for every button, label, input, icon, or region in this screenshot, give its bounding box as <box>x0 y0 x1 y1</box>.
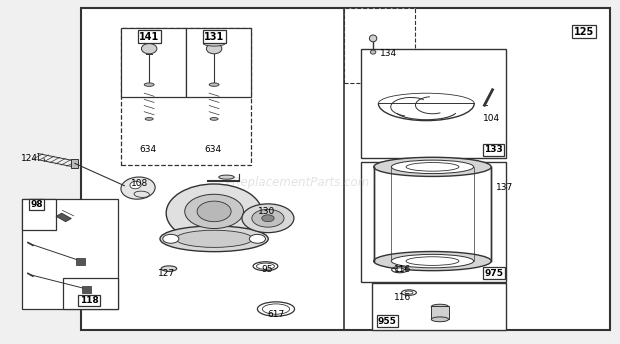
Bar <box>76 258 85 265</box>
Bar <box>81 8 610 330</box>
Ellipse shape <box>197 201 231 222</box>
Ellipse shape <box>370 50 376 54</box>
Bar <box>56 213 71 222</box>
Text: 955: 955 <box>378 316 397 325</box>
Ellipse shape <box>405 291 413 294</box>
Bar <box>22 200 56 230</box>
Text: 141: 141 <box>139 32 159 42</box>
Bar <box>361 49 506 158</box>
Ellipse shape <box>209 83 219 86</box>
Ellipse shape <box>391 254 474 268</box>
Text: 108: 108 <box>131 180 149 189</box>
Ellipse shape <box>396 268 404 271</box>
Text: 617: 617 <box>267 310 285 319</box>
Ellipse shape <box>432 317 448 322</box>
Text: 98: 98 <box>30 200 43 209</box>
Ellipse shape <box>262 304 290 314</box>
Ellipse shape <box>406 163 459 171</box>
Circle shape <box>249 234 265 243</box>
Ellipse shape <box>391 160 474 174</box>
Ellipse shape <box>210 118 218 120</box>
Bar <box>122 28 186 97</box>
Ellipse shape <box>144 83 154 86</box>
Text: 133: 133 <box>484 145 503 154</box>
Text: 124: 124 <box>20 154 38 163</box>
Text: 634: 634 <box>205 145 221 154</box>
Bar <box>186 28 251 97</box>
Text: 130: 130 <box>258 207 275 216</box>
Bar <box>361 162 506 282</box>
Text: 116: 116 <box>394 265 412 274</box>
Text: 127: 127 <box>158 269 175 278</box>
Text: 634: 634 <box>140 145 156 154</box>
Ellipse shape <box>141 44 157 54</box>
Bar <box>71 159 78 168</box>
Text: 118: 118 <box>80 296 99 305</box>
Text: 131: 131 <box>204 32 224 42</box>
Circle shape <box>242 204 294 233</box>
Bar <box>432 306 448 319</box>
Text: eReplacementParts.com: eReplacementParts.com <box>226 176 370 189</box>
Ellipse shape <box>406 257 459 265</box>
Text: 137: 137 <box>496 183 513 192</box>
Ellipse shape <box>203 41 225 46</box>
Ellipse shape <box>134 191 149 197</box>
Text: 134: 134 <box>380 49 397 58</box>
Text: 104: 104 <box>483 115 500 123</box>
Text: 975: 975 <box>484 269 503 278</box>
Ellipse shape <box>206 44 222 54</box>
Ellipse shape <box>175 230 253 247</box>
Bar <box>63 278 118 309</box>
Text: 95: 95 <box>261 265 272 274</box>
Ellipse shape <box>185 194 244 228</box>
Ellipse shape <box>160 226 268 252</box>
Bar <box>372 283 506 330</box>
Ellipse shape <box>161 266 177 271</box>
Bar <box>82 286 91 293</box>
Ellipse shape <box>145 118 153 120</box>
Ellipse shape <box>370 35 377 42</box>
Bar <box>22 200 118 309</box>
Bar <box>122 28 251 165</box>
Text: 125: 125 <box>574 26 594 36</box>
Ellipse shape <box>219 175 234 179</box>
Ellipse shape <box>374 251 491 271</box>
Circle shape <box>163 234 179 243</box>
Text: 116: 116 <box>394 292 412 302</box>
Ellipse shape <box>432 304 448 309</box>
Ellipse shape <box>130 181 141 189</box>
Ellipse shape <box>166 184 262 242</box>
Ellipse shape <box>257 263 275 269</box>
Bar <box>344 8 415 83</box>
Ellipse shape <box>374 157 491 176</box>
Bar <box>374 167 491 261</box>
Circle shape <box>252 209 284 227</box>
Ellipse shape <box>121 177 155 199</box>
Circle shape <box>262 215 274 222</box>
